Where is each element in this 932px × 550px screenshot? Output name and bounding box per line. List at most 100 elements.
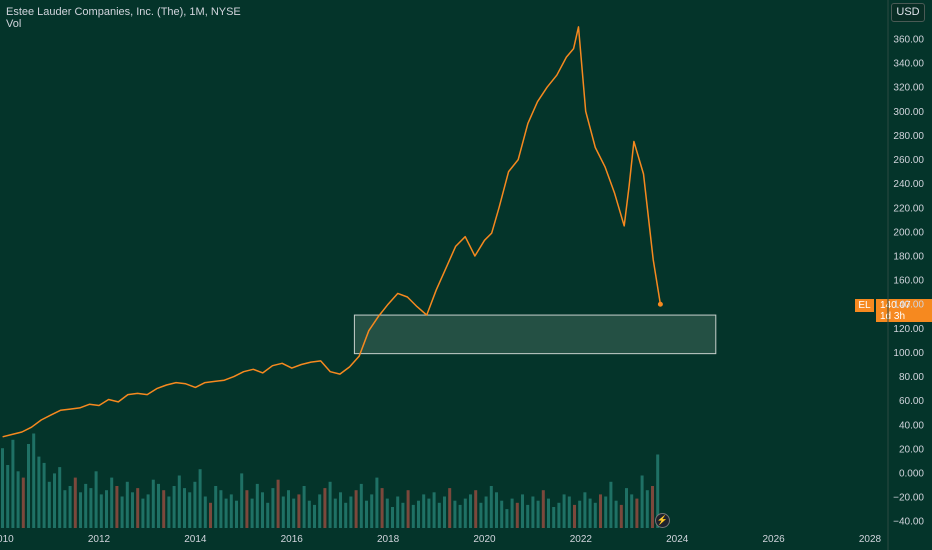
volume-bar	[307, 500, 311, 528]
y-tick-label: 280.00	[893, 131, 924, 142]
volume-bar	[42, 462, 46, 528]
volume-bar	[318, 494, 322, 528]
volume-bar	[302, 486, 306, 528]
y-tick-label: 360.00	[893, 35, 924, 46]
volume-bar	[193, 481, 197, 528]
volume-bar	[136, 488, 140, 528]
volume-bar	[521, 494, 524, 528]
volume-bar	[11, 439, 15, 528]
volume-bar	[339, 492, 342, 528]
volume-bar	[349, 496, 353, 528]
volume-bar	[354, 490, 358, 528]
x-tick-label: 2024	[666, 534, 689, 545]
volume-bar	[536, 500, 540, 528]
volume-bar	[380, 488, 384, 528]
volume-bar	[261, 492, 264, 528]
volume-bar	[505, 509, 509, 528]
volume-bar	[297, 494, 301, 528]
lightning-icon[interactable]: ⚡	[655, 513, 670, 528]
volume-bar	[541, 490, 545, 528]
volume-bar	[474, 490, 478, 528]
y-tick-label: 140.00	[893, 300, 924, 311]
volume-bar	[406, 490, 410, 528]
volume-bar	[16, 471, 20, 528]
volume-bar	[131, 492, 134, 528]
volume-bar	[167, 496, 171, 528]
volume-bar	[68, 486, 72, 528]
volume-bar	[432, 492, 436, 528]
y-tick-label: 260.00	[893, 155, 924, 166]
volume-bar	[229, 494, 233, 528]
volume-bar	[84, 483, 88, 528]
volume-bar	[619, 504, 623, 528]
volume-bar	[235, 500, 238, 528]
volume-bar	[463, 498, 467, 528]
volume-bar	[396, 496, 400, 528]
x-tick-label: 2020	[473, 534, 496, 545]
volume-bar	[151, 479, 155, 528]
x-axis: 2010 2012 2014 2016 2018 2020 2022 2024 2026 2028	[0, 534, 882, 545]
x-tick-label: 2012	[88, 534, 111, 545]
y-axis: 360.00 340.00 320.00 300.00 280.00 260.00 240.…	[893, 35, 924, 528]
volume-bar	[287, 490, 290, 528]
volume-bar	[27, 444, 30, 528]
volume-bar	[157, 483, 160, 528]
volume-bar	[120, 496, 124, 528]
volume-bar	[328, 481, 332, 528]
legend-title: Estee Lauder Companies, Inc. (The), 1M, …	[6, 6, 241, 18]
volume-bar	[562, 494, 566, 528]
legend-volume-label: Vol	[6, 18, 22, 30]
y-tick-label: 100.00	[893, 348, 924, 359]
volume-bar	[203, 496, 207, 528]
y-tick-label: 220.00	[893, 203, 924, 214]
y-tick-label: 340.00	[893, 59, 924, 70]
volume-bar	[375, 477, 379, 528]
volume-bar	[453, 500, 457, 528]
volume-bar	[401, 502, 405, 528]
volume-bar	[99, 494, 103, 528]
volume-bar	[183, 488, 186, 528]
y-tick-label: 180.00	[893, 252, 924, 263]
volume-bar	[209, 502, 212, 528]
bar-countdown: 1d 3h	[880, 311, 906, 322]
volume-bar	[271, 488, 275, 528]
volume-bar	[37, 456, 41, 528]
volume-bar	[47, 481, 51, 528]
volume-bar	[417, 500, 420, 528]
volume-bar	[448, 488, 452, 528]
volume-bar	[500, 500, 504, 528]
currency-button[interactable]: USD	[891, 3, 925, 22]
y-tick-label: 20.00	[899, 444, 924, 455]
volume-bar	[365, 500, 368, 528]
x-tick-label: 2014	[184, 534, 207, 545]
volume-bar	[146, 494, 150, 528]
last-price-dot	[657, 301, 663, 307]
volume-bar	[323, 488, 327, 528]
volume-bar	[640, 475, 644, 528]
volume-bar	[510, 498, 514, 528]
x-tick-label: 2018	[377, 534, 400, 545]
volume-bar	[578, 500, 582, 528]
volume-bar	[224, 498, 228, 528]
y-tick-label: 60.00	[899, 396, 924, 407]
volume-bar	[489, 486, 493, 528]
volume-bar	[609, 481, 613, 528]
volume-bar	[479, 502, 483, 528]
volume-bars	[1, 433, 660, 528]
volume-bar	[645, 490, 649, 528]
volume-bar	[63, 490, 67, 528]
volume-bar	[94, 471, 98, 528]
volume-bar	[292, 498, 296, 528]
price-line	[2, 26, 662, 438]
volume-bar	[583, 492, 587, 528]
volume-bar	[427, 498, 431, 528]
volume-bar	[58, 467, 62, 528]
y-tick-label: 160.00	[893, 276, 924, 287]
volume-bar	[172, 486, 176, 528]
volume-bar	[359, 483, 363, 528]
x-tick-label: 2026	[763, 534, 786, 545]
volume-bar	[313, 504, 316, 528]
volume-bar	[219, 490, 223, 528]
last-price-value: 140.07	[880, 300, 911, 311]
